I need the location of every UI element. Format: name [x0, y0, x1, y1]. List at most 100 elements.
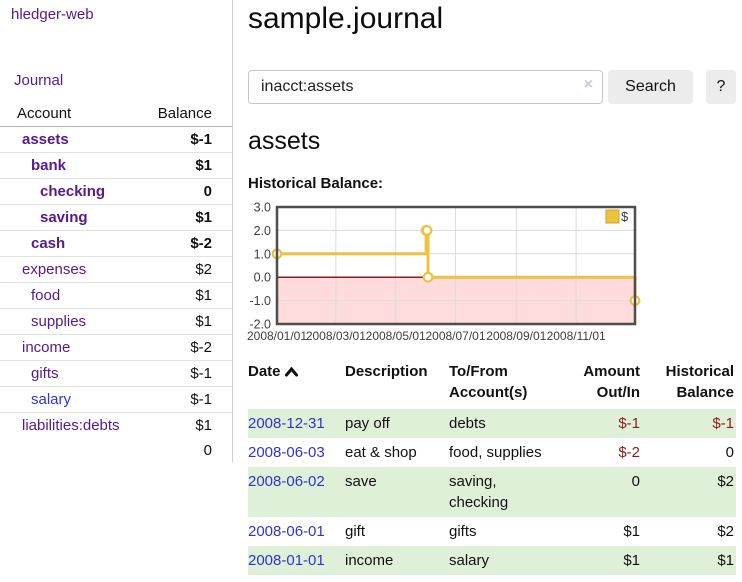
- x-tick-label: 2008/05/01: [366, 329, 426, 343]
- sort-ascending-icon: [284, 362, 298, 383]
- transaction-date-link[interactable]: 2008-06-01: [248, 523, 325, 540]
- register-header-amount: Amount Out/In: [583, 363, 640, 401]
- transaction-description: eat & shop: [345, 444, 417, 461]
- clear-search-icon[interactable]: ×: [583, 76, 594, 93]
- transaction-amount: $1: [560, 546, 642, 575]
- plot-border: [275, 205, 637, 326]
- register-row: 2008-01-01 income salary $1 $1: [248, 546, 736, 575]
- data-point: [422, 271, 434, 283]
- account-row: supplies $1: [0, 308, 232, 335]
- account-balance: $-1: [190, 391, 212, 408]
- transaction-date-link[interactable]: 2008-06-03: [248, 444, 325, 461]
- register-header-balance: Historical Balance: [665, 363, 734, 401]
- transaction-accounts: saving, checking: [449, 467, 560, 517]
- x-tick-label: 2008/09/01: [486, 329, 546, 343]
- account-link[interactable]: salary: [31, 391, 72, 408]
- y-tick-label: -1.0: [249, 294, 271, 308]
- account-balance: $1: [195, 287, 212, 304]
- transaction-date-link[interactable]: 2008-12-31: [248, 415, 325, 432]
- y-tick-label: 1.0: [254, 247, 271, 261]
- transaction-date-link[interactable]: 2008-01-01: [248, 552, 325, 569]
- app-brand-link[interactable]: hledger-web: [11, 6, 94, 23]
- account-row: bank $1: [0, 152, 232, 179]
- account-row: checking 0: [0, 178, 232, 205]
- search-input[interactable]: [248, 70, 604, 104]
- account-row: liabilities:debts $1: [0, 412, 232, 439]
- transaction-description: save: [345, 467, 449, 517]
- accounts-total-balance: 0: [203, 442, 212, 459]
- account-heading: assets: [248, 127, 321, 155]
- transaction-balance: $2: [642, 467, 736, 517]
- accounts-header-account: Account: [17, 105, 72, 122]
- account-balance: $1: [195, 417, 212, 434]
- account-row: salary $-1: [0, 386, 232, 413]
- account-row: food $1: [0, 282, 232, 309]
- legend-label: $: [621, 209, 629, 224]
- x-tick-label: 2008/01/01: [247, 329, 307, 343]
- register-row: 2008-06-03 eat & shop food, supplies $-2…: [248, 438, 736, 467]
- account-row: saving $1: [0, 204, 232, 231]
- register-row: 2008-12-31 pay off debts $-1 $-1: [248, 409, 736, 438]
- x-tick-label: 2008/11/01: [547, 329, 606, 343]
- account-link[interactable]: supplies: [31, 313, 87, 330]
- account-link[interactable]: food: [31, 287, 61, 304]
- legend-swatch: [605, 209, 620, 224]
- transaction-amount: 0: [560, 467, 642, 517]
- sidebar: hledger-web Journal Account Balance asse…: [0, 0, 233, 462]
- account-balance: 0: [203, 183, 212, 200]
- account-link[interactable]: checking: [40, 183, 106, 200]
- help-button[interactable]: ?: [705, 70, 736, 104]
- account-link[interactable]: income: [22, 339, 71, 356]
- transaction-balance: $-1: [642, 409, 736, 438]
- account-link[interactable]: saving: [40, 209, 88, 226]
- account-link[interactable]: liabilities:debts: [22, 417, 120, 434]
- account-row: cash $-2: [0, 230, 232, 257]
- x-tick-label: 2008/07/01: [425, 329, 485, 343]
- account-row: assets $-1: [0, 127, 232, 153]
- y-tick-label: 3.0: [254, 202, 271, 215]
- account-link[interactable]: bank: [31, 157, 67, 174]
- register-header-accounts: To/From Account(s): [449, 363, 528, 401]
- transaction-amount: $1: [623, 523, 640, 540]
- chart-svg: $3.0 2.0 1.0 0.0 -1.0 -2.02008/01/012008/03/0…: [247, 201, 641, 343]
- transaction-date-link[interactable]: 2008-06-02: [248, 473, 325, 490]
- account-balance: $1: [195, 313, 212, 330]
- transaction-accounts: food, supplies: [449, 444, 542, 461]
- account-row: income $-2: [0, 334, 232, 361]
- transaction-accounts: debts: [449, 409, 560, 438]
- transaction-balance: $1: [642, 546, 736, 575]
- account-balance: $-2: [190, 339, 212, 356]
- main-content: sample.journal × Search ? assets Histori…: [247, 0, 736, 575]
- transaction-description: gift: [345, 523, 366, 540]
- transaction-balance: 0: [725, 444, 734, 461]
- x-tick-label: 2008/03/01: [306, 329, 366, 343]
- register-row: 2008-06-02 save saving, checking 0 $2: [248, 467, 736, 517]
- account-row: expenses $2: [0, 256, 232, 283]
- account-balance: $1: [195, 209, 212, 226]
- accounts-total-row: 0: [0, 438, 232, 463]
- register-header-date[interactable]: Date: [248, 359, 345, 409]
- data-point: [421, 224, 433, 236]
- transaction-accounts: gifts: [449, 523, 477, 540]
- account-link[interactable]: cash: [31, 235, 66, 252]
- register-header-description: Description: [345, 363, 428, 380]
- transaction-balance: $2: [717, 523, 734, 540]
- search-form: × Search ?: [248, 70, 736, 104]
- account-balance: $2: [195, 261, 212, 278]
- account-link[interactable]: gifts: [31, 365, 59, 382]
- y-tick-label: 2.0: [254, 224, 271, 238]
- account-link[interactable]: expenses: [22, 261, 87, 278]
- accounts-header-balance: Balance: [157, 105, 212, 122]
- accounts-header-row: Account Balance: [0, 101, 232, 127]
- register-header-row: Date Description To/From Account(s) Amou…: [248, 359, 736, 409]
- y-tick-label: -2.0: [249, 318, 271, 332]
- historical-balance-chart[interactable]: $3.0 2.0 1.0 0.0 -1.0 -2.0 2008/01/01 2008/03/0…: [243, 201, 742, 344]
- transaction-amount: $-2: [618, 444, 640, 461]
- account-link[interactable]: assets: [22, 131, 69, 148]
- page-title: sample.journal: [248, 2, 444, 35]
- account-balance: $-1: [190, 131, 212, 148]
- transaction-description: pay off: [345, 409, 449, 438]
- account-balance: $1: [195, 157, 212, 174]
- sidebar-item-journal[interactable]: Journal: [14, 72, 64, 89]
- search-button[interactable]: Search: [608, 70, 693, 104]
